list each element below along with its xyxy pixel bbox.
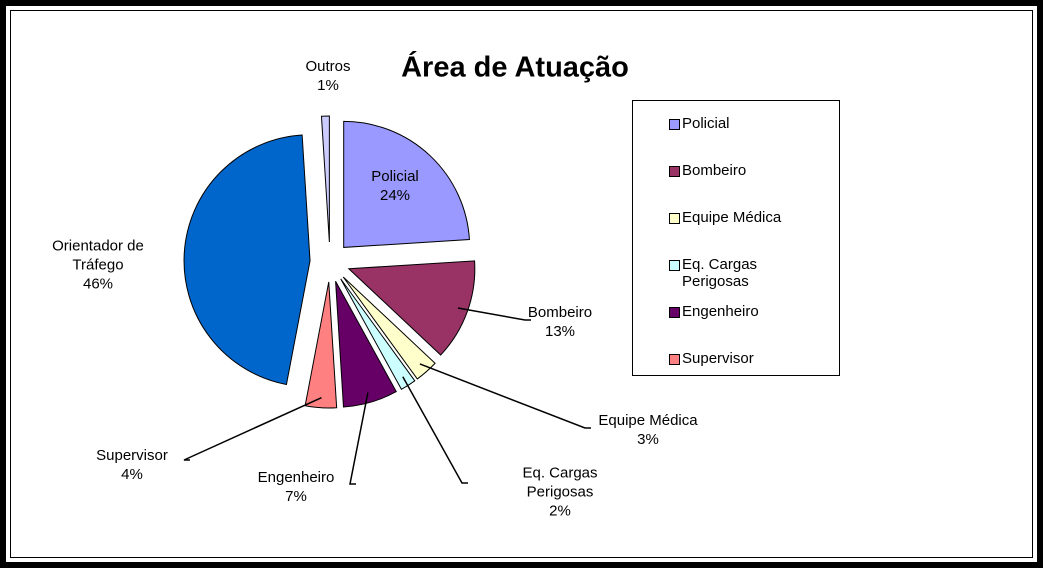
pie-slice — [347, 260, 476, 356]
pie-slice — [342, 276, 436, 380]
legend-swatch — [669, 260, 680, 271]
pie-slice — [335, 280, 397, 408]
legend-label: Policial — [682, 115, 730, 132]
legend-swatch — [669, 354, 680, 365]
legend-item: Bombeiro — [669, 162, 799, 209]
value-label: 3% — [637, 431, 659, 448]
category-label: Policial — [371, 168, 419, 185]
legend-item: Eq. Cargas Perigosas — [669, 256, 799, 303]
legend-swatch — [669, 213, 680, 224]
category-label: Equipe Médica — [598, 412, 698, 429]
value-label: 24% — [379, 187, 411, 204]
pie-slice — [320, 115, 330, 243]
data-label: Equipe Médica 3% — [583, 411, 713, 449]
legend-label: Supervisor — [682, 350, 754, 367]
category-label: Bombeiro — [527, 304, 593, 321]
data-label: Supervisor 4% — [67, 446, 197, 484]
leader-line — [402, 376, 468, 484]
data-label: Policial 24% — [330, 167, 460, 205]
plot-area — [10, 10, 1033, 558]
pie-slice — [343, 120, 470, 248]
legend-label: Bombeiro — [682, 162, 747, 179]
data-label: Outros 1% — [263, 57, 393, 95]
legend-swatch — [669, 166, 680, 177]
value-label: 46% — [82, 275, 114, 293]
legend: Policial Bombeiro Equipe Médica Eq. Cargas … — [632, 100, 840, 376]
category-label: Supervisor — [96, 447, 168, 464]
value-label: 4% — [121, 466, 143, 483]
legend-item: Supervisor — [669, 350, 799, 375]
value-label: 7% — [285, 488, 307, 505]
data-label: Bombeiro 13% — [495, 303, 625, 341]
category-label: Engenheiro — [257, 469, 335, 486]
legend-swatch — [669, 119, 680, 130]
leader-line — [457, 307, 531, 321]
chart-title: Área de Atuação — [401, 51, 629, 84]
data-label: Eq. Cargas Perigosas 2% — [495, 464, 625, 521]
data-label: Engenheiro 7% — [231, 468, 361, 506]
value-label: 2% — [549, 502, 571, 520]
value-label: 13% — [544, 323, 576, 340]
legend-item: Equipe Médica — [669, 209, 799, 256]
category-label: Outros — [305, 58, 351, 75]
data-label: Orientador de Tráfego 46% — [43, 237, 153, 294]
legend-label: Engenheiro — [682, 303, 759, 320]
pie-slice — [183, 134, 311, 386]
value-label: 1% — [317, 77, 339, 94]
category-label: Orientador de Tráfego — [52, 237, 144, 274]
legend-item: Policial — [669, 115, 799, 162]
legend-item: Engenheiro — [669, 303, 799, 350]
pie-slice — [304, 281, 338, 409]
leader-line — [419, 363, 591, 429]
category-label: Eq. Cargas Perigosas — [522, 464, 598, 501]
leader-line — [349, 392, 369, 485]
legend-label: Equipe Médica — [682, 209, 782, 226]
leader-line — [183, 396, 322, 461]
legend-label: Eq. Cargas Perigosas — [682, 256, 758, 290]
legend-swatch — [669, 307, 680, 318]
